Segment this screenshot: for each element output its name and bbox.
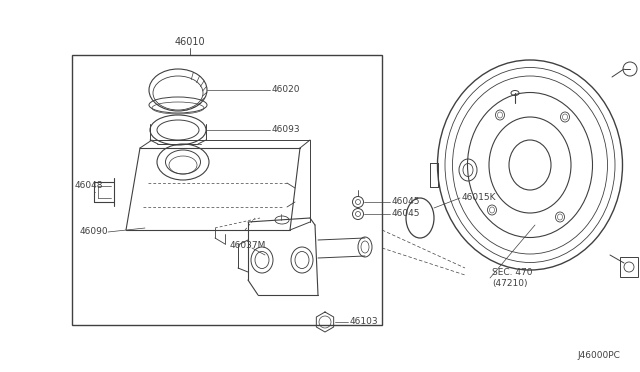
Text: 46103: 46103	[350, 317, 379, 327]
Text: 46020: 46020	[272, 86, 301, 94]
Text: SEC. 470
(47210): SEC. 470 (47210)	[492, 268, 532, 288]
Text: 46015K: 46015K	[462, 193, 497, 202]
Bar	[620, 257, 638, 277]
Text: 46093: 46093	[272, 125, 301, 135]
Text: 46037M: 46037M	[230, 241, 266, 250]
Bar	[72, 55, 382, 325]
Text: J46000PC: J46000PC	[577, 350, 620, 359]
Text: 46045: 46045	[392, 198, 420, 206]
Text: 46090: 46090	[80, 228, 109, 237]
Text: 46045: 46045	[392, 209, 420, 218]
Text: 46010: 46010	[175, 37, 205, 47]
Text: 46048: 46048	[75, 180, 104, 189]
